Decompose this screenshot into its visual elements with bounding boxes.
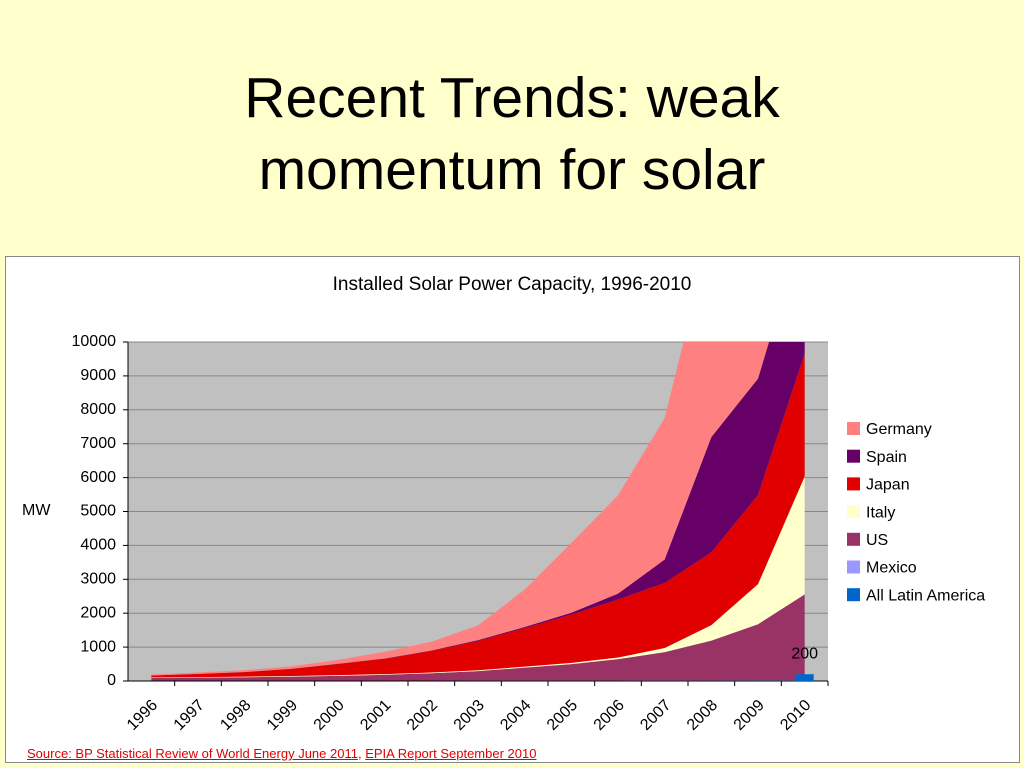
x-tick-label: 2001 [357, 697, 394, 734]
x-tick-label: 1996 [124, 697, 161, 734]
y-tick-label: 0 [107, 672, 116, 689]
y-tick-label: 10000 [72, 333, 117, 350]
slide-title: Recent Trends: weak momentum for solar [244, 66, 780, 202]
x-tick-label: 1997 [171, 697, 208, 734]
y-tick-label: 8000 [80, 401, 116, 418]
x-tick-label: 2004 [497, 697, 534, 734]
legend-label: Spain [866, 449, 907, 466]
legend-swatch [847, 477, 860, 491]
legend-label: Italy [866, 504, 895, 521]
legend-swatch [847, 449, 860, 463]
y-axis-label: MW [22, 502, 51, 519]
y-tick-label: 3000 [80, 571, 116, 588]
legend-swatch [847, 422, 860, 435]
y-tick-label: 7000 [80, 435, 116, 452]
value-label: 200 [791, 645, 818, 662]
y-tick-label: 6000 [80, 469, 116, 486]
x-tick-label: 2002 [404, 697, 441, 734]
source-link[interactable]: Source: BP Statistical Review of World E… [27, 746, 358, 761]
y-tick-label: 4000 [80, 537, 116, 554]
legend-label: US [866, 532, 888, 549]
area [151, 342, 769, 676]
legend-swatch [847, 532, 860, 546]
y-tick-label: 5000 [80, 503, 116, 520]
x-tick-label: 2005 [544, 697, 581, 734]
bar [795, 674, 814, 681]
area [151, 594, 805, 681]
chart-title: Installed Solar Power Capacity, 1996-201… [333, 274, 692, 295]
legend-label: Japan [866, 477, 910, 494]
x-tick-label: 2008 [684, 697, 721, 734]
area [151, 353, 805, 678]
x-tick-label: 2003 [451, 697, 488, 734]
x-tick-label: 2006 [591, 697, 628, 734]
separator: , [357, 746, 366, 761]
y-tick-label: 1000 [80, 638, 116, 655]
legend-swatch [847, 588, 860, 602]
source: Source: BP Statistical Review of World E… [27, 746, 536, 761]
legend-label: Mexico [866, 560, 917, 577]
x-tick-label: 2000 [311, 697, 348, 734]
legend-label: Germany [866, 421, 932, 438]
x-tick-label: 2010 [777, 697, 814, 734]
legend-swatch [847, 560, 860, 574]
x-tick-label: 1998 [217, 697, 254, 734]
source-link[interactable]: EPIA Report September 2010 [365, 746, 537, 761]
legend-swatch [847, 505, 860, 519]
y-tick-label: 9000 [80, 367, 116, 384]
x-tick-label: 1999 [264, 697, 301, 734]
x-tick-label: 2007 [637, 697, 674, 734]
y-tick-label: 2000 [80, 604, 116, 621]
legend-label: All Latin America [866, 587, 985, 604]
x-tick-label: 2009 [731, 697, 768, 734]
